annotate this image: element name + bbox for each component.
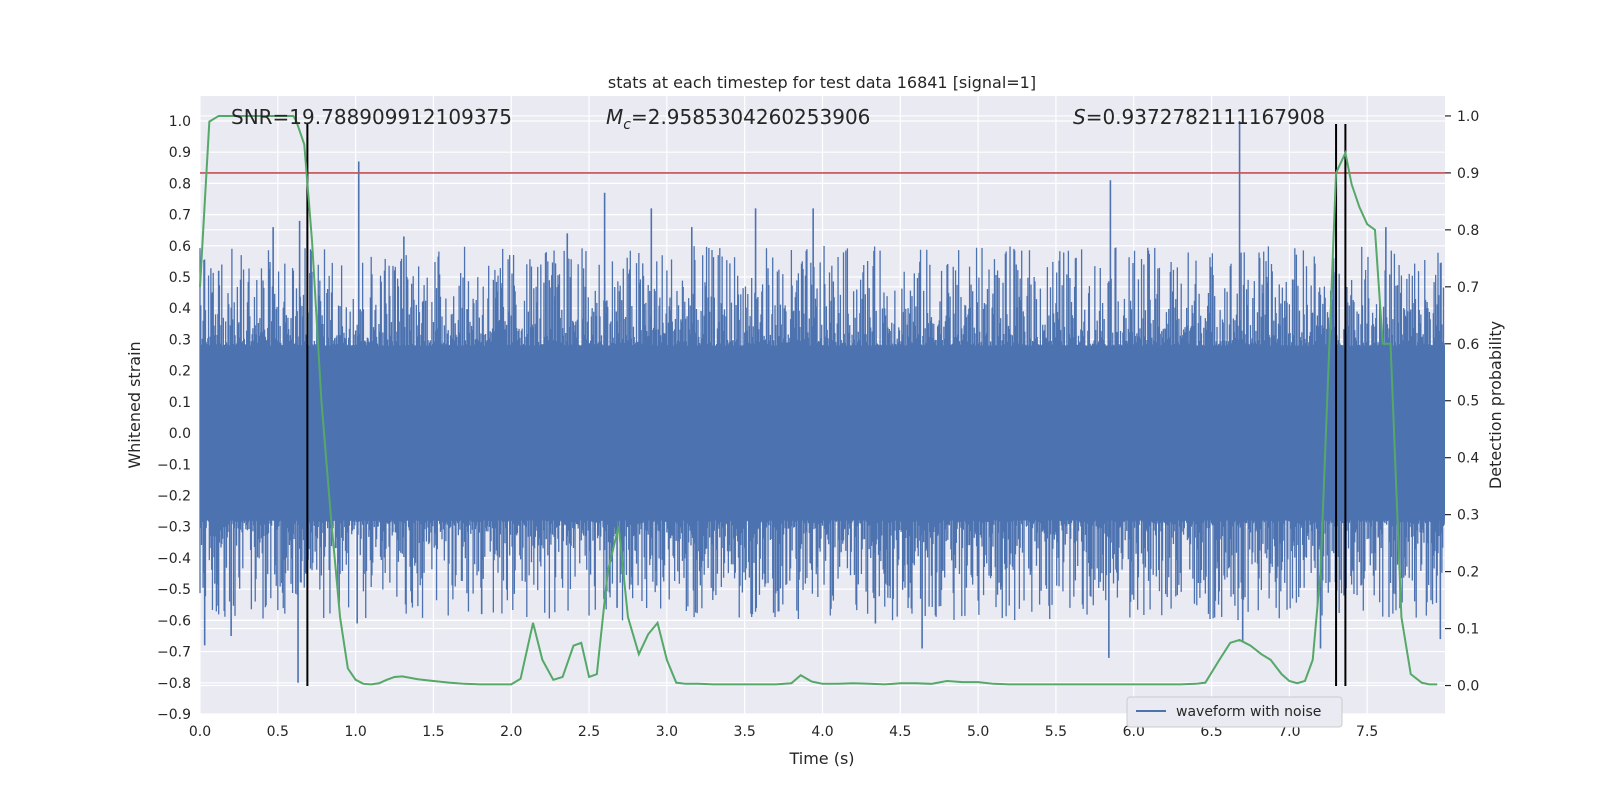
x-tick-label: 3.0 [656, 724, 678, 740]
y-left-tick-label: −0.8 [157, 676, 191, 692]
overlay-lines [200, 124, 1445, 686]
y-left-tick-label: 0.4 [169, 301, 191, 317]
x-tick-label: 3.5 [734, 724, 756, 740]
y-left-tick-label: −0.2 [157, 489, 191, 505]
x-tick-label: 5.0 [967, 724, 989, 740]
y-right-tick-label: 1.0 [1457, 109, 1479, 125]
s-symbol: S [1073, 105, 1086, 129]
probability-line [199, 114, 1438, 686]
y-right-tick-label: 0.8 [1457, 223, 1479, 239]
axis-ticks: 0.0 0.5 1.0 1.5 2.0 2.5 3.0 3.5 4.0 4.5 5.0 5.5 6.0 6… [157, 109, 1479, 740]
y-right-tick-label: 0.2 [1457, 565, 1479, 581]
x-tick-label: 4.5 [889, 724, 911, 740]
legend: waveform with noise [1126, 696, 1343, 728]
y-left-tick-label: 0.3 [169, 332, 191, 348]
y-left-tick-label: −0.9 [157, 707, 191, 723]
probability-series [199, 114, 1438, 686]
x-tick-label: 1.5 [422, 724, 444, 740]
waveform-core [200, 345, 1445, 521]
x-tick-label: 0.0 [189, 724, 211, 740]
y-left-tick-label: 0.1 [169, 395, 191, 411]
y-left-tick-label: −0.1 [157, 457, 191, 473]
mc-symbol: M [606, 105, 623, 129]
x-tick-label: 7.0 [1278, 724, 1300, 740]
y-left-tick-label: −0.6 [157, 613, 191, 629]
x-tick-label: 7.5 [1356, 724, 1378, 740]
s-value: =0.9372782111167908 [1086, 105, 1325, 129]
y-left-tick-label: 0.9 [169, 145, 191, 161]
y-right-tick-label: 0.7 [1457, 280, 1479, 296]
x-tick-label: 0.5 [267, 724, 289, 740]
mc-annotation: Mc=2.9585304260253906 [606, 105, 870, 133]
y-left-tick-label: 0.8 [169, 176, 191, 192]
x-tick-label: 5.5 [1045, 724, 1067, 740]
y-right-tick-label: 0.0 [1457, 679, 1479, 695]
x-tick-label: 6.5 [1200, 724, 1222, 740]
y-right-tick-label: 0.4 [1457, 451, 1479, 467]
y-left-tick-label: −0.7 [157, 645, 191, 661]
y-left-tick-label: −0.5 [157, 582, 191, 598]
y-left-tick-label: −0.3 [157, 520, 191, 536]
x-tick-label: 4.0 [811, 724, 833, 740]
mc-value: =2.9585304260253906 [631, 105, 870, 129]
y-right-tick-label: 0.3 [1457, 508, 1479, 524]
y-axis-label-left: Whitened strain [125, 341, 144, 468]
chart-title: stats at each timestep for test data 168… [608, 73, 1036, 92]
snr-annotation: SNR=19.788909912109375 [231, 105, 512, 129]
y-left-tick-label: 0.7 [169, 208, 191, 224]
mc-subscript: c [623, 117, 631, 133]
y-right-tick-label: 0.9 [1457, 166, 1479, 182]
x-axis-label: Time (s) [788, 749, 854, 768]
x-tick-label: 1.0 [344, 724, 366, 740]
x-tick-label: 2.5 [578, 724, 600, 740]
y-left-tick-label: −0.4 [157, 551, 191, 567]
y-left-tick-label: 0.0 [169, 426, 191, 442]
waveform-series [199, 120, 1445, 683]
y-left-tick-label: 0.2 [169, 364, 191, 380]
x-tick-label: 2.0 [500, 724, 522, 740]
y-left-tick-label: 0.5 [169, 270, 191, 286]
y-right-tick-label: 0.1 [1457, 622, 1479, 638]
y-left-tick-label: 0.6 [169, 239, 191, 255]
y-axis-label-right: Detection probability [1486, 321, 1505, 489]
y-right-tick-label: 0.6 [1457, 337, 1479, 353]
legend-label: waveform with noise [1176, 704, 1321, 720]
x-tick-label: 6.0 [1123, 724, 1145, 740]
y-right-tick-label: 0.5 [1457, 394, 1479, 410]
legend-box [1126, 696, 1343, 728]
s-annotation: S=0.9372782111167908 [1073, 105, 1325, 129]
y-left-tick-label: 1.0 [169, 114, 191, 130]
